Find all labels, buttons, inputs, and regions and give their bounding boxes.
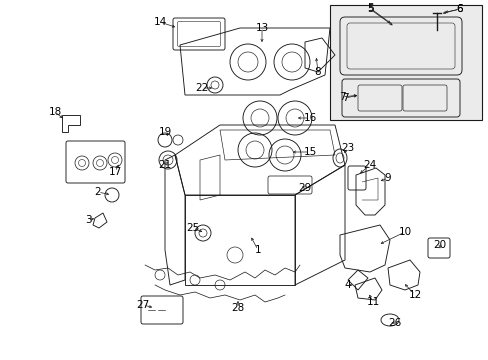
Text: 18: 18 bbox=[48, 107, 61, 117]
Text: 16: 16 bbox=[303, 113, 316, 123]
Text: 2: 2 bbox=[95, 187, 101, 197]
Text: 15: 15 bbox=[303, 147, 316, 157]
Text: 28: 28 bbox=[231, 303, 244, 313]
Text: 4: 4 bbox=[344, 280, 350, 290]
Text: 5: 5 bbox=[366, 4, 372, 14]
Text: 9: 9 bbox=[384, 173, 390, 183]
Text: 19: 19 bbox=[158, 127, 171, 137]
Text: 7: 7 bbox=[338, 92, 345, 102]
Text: 29: 29 bbox=[298, 183, 311, 193]
Text: 23: 23 bbox=[341, 143, 354, 153]
Bar bbox=[329, 5, 481, 120]
Text: 20: 20 bbox=[432, 240, 446, 250]
Text: 7: 7 bbox=[341, 93, 347, 103]
Text: 8: 8 bbox=[314, 67, 321, 77]
Text: 10: 10 bbox=[398, 227, 411, 237]
Text: 26: 26 bbox=[387, 318, 401, 328]
Text: 6: 6 bbox=[456, 4, 462, 14]
Text: 1: 1 bbox=[254, 245, 261, 255]
Text: 11: 11 bbox=[366, 297, 379, 307]
Text: 22: 22 bbox=[195, 83, 208, 93]
Text: 13: 13 bbox=[255, 23, 268, 33]
Text: 21: 21 bbox=[158, 160, 171, 170]
Text: 5: 5 bbox=[366, 3, 372, 13]
Text: 3: 3 bbox=[84, 215, 91, 225]
Text: 17: 17 bbox=[108, 167, 122, 177]
Text: 27: 27 bbox=[136, 300, 149, 310]
Text: 6: 6 bbox=[456, 4, 462, 14]
Text: 12: 12 bbox=[407, 290, 421, 300]
Text: 25: 25 bbox=[186, 223, 199, 233]
Text: 14: 14 bbox=[153, 17, 166, 27]
Text: 24: 24 bbox=[363, 160, 376, 170]
